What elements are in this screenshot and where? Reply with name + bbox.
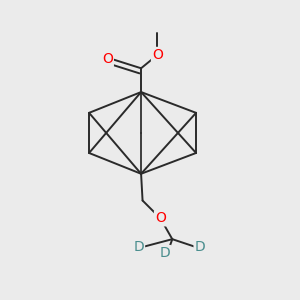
- Text: O: O: [102, 52, 113, 66]
- Text: O: O: [152, 48, 163, 62]
- Text: D: D: [195, 240, 205, 254]
- Text: D: D: [160, 246, 170, 260]
- Text: O: O: [155, 212, 166, 225]
- Text: D: D: [133, 240, 144, 254]
